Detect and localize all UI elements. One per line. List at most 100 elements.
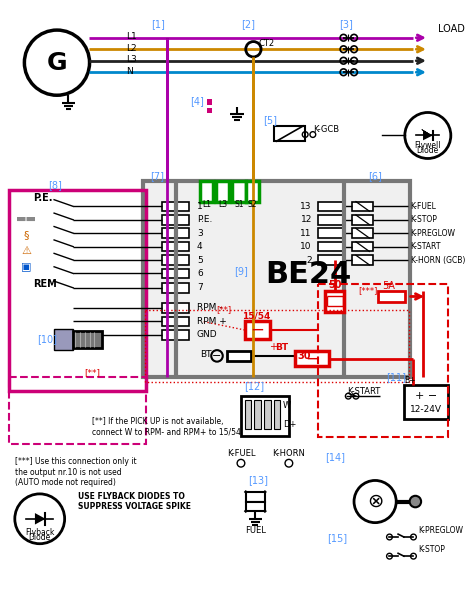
Text: 12: 12 [301,215,312,224]
Text: [**]: [**] [84,368,100,376]
Bar [352,202,373,211]
Text: P.E.: P.E. [197,215,212,224]
Bar [295,351,329,367]
Text: USE FLYBACK DIODES TO
SUPPRESS VOLTAGE SPIKE: USE FLYBACK DIODES TO SUPPRESS VOLTAGE S… [78,492,191,511]
Text: [***]: [***] [358,286,377,295]
Bar [255,400,261,429]
Text: [15]: [15] [327,533,347,543]
Text: K-HORN (GCB): K-HORN (GCB) [410,256,465,264]
Text: 3: 3 [197,229,202,238]
Text: 7: 7 [197,284,202,292]
Text: −: − [250,321,264,339]
Bar [352,255,373,265]
Text: K-START: K-START [347,387,380,396]
Text: K-FUEL: K-FUEL [227,449,255,458]
Text: REM: REM [33,279,57,289]
Bar [163,215,189,224]
Text: ⊗: ⊗ [367,492,383,511]
Bar [163,283,189,293]
Bar [318,202,345,211]
Text: 2: 2 [306,256,312,264]
Text: [8]: [8] [48,180,62,190]
Text: §: § [24,230,29,240]
Text: Diode: Diode [28,533,51,542]
Text: 15/54: 15/54 [242,311,271,320]
Text: −: − [305,350,319,368]
Bar [404,384,448,419]
Bar [273,400,280,429]
Text: P.E.: P.E. [33,192,53,203]
Bar [318,255,345,265]
Text: [5]: [5] [263,115,277,125]
Bar [208,99,212,105]
Bar [145,310,409,382]
Text: [2]: [2] [242,19,255,30]
Bar [232,181,246,202]
Text: ⚠: ⚠ [21,247,31,256]
Text: N: N [126,67,133,76]
Bar [352,242,373,252]
Text: 1: 1 [197,202,202,211]
Bar [163,228,189,238]
Text: B+: B+ [404,376,415,386]
Text: L1: L1 [202,200,211,209]
Text: BT: BT [200,351,211,359]
Text: Flywell: Flywell [415,141,441,149]
Text: D+: D+ [283,421,297,429]
Text: S1: S1 [234,200,244,209]
Bar [163,317,189,326]
Bar [163,330,189,339]
Text: 10: 10 [301,242,312,251]
Text: [***] Use this connection only it
the output nr.10 is not used
(AUTO mode not re: [***] Use this connection only it the ou… [15,458,137,487]
Bar [352,228,373,238]
Text: [10]: [10] [37,334,57,344]
Bar [245,400,252,429]
Polygon shape [35,513,46,525]
Text: RPM +: RPM + [197,317,227,326]
Text: 12-24V: 12-24V [410,405,442,414]
Text: K-STOP: K-STOP [410,215,438,224]
Bar [318,242,345,252]
Bar [208,108,212,113]
Text: RPM -: RPM - [197,303,222,312]
Text: BE24: BE24 [265,260,352,289]
Text: 13: 13 [301,202,312,211]
Text: BT: BT [274,343,288,352]
Text: [14]: [14] [325,453,345,462]
Text: 6: 6 [197,269,202,278]
Text: Diode: Diode [417,146,439,156]
Text: 50: 50 [328,280,342,290]
Text: 5: 5 [197,256,202,264]
Text: K-PREGLOW: K-PREGLOW [410,229,456,238]
Text: + −: + − [415,391,437,401]
Text: K-START: K-START [410,242,441,251]
Text: [3]: [3] [339,19,353,30]
Text: 11: 11 [301,229,312,238]
Bar [200,181,213,202]
Text: L1: L1 [126,32,137,41]
Text: ▣: ▣ [21,263,32,272]
Bar [378,291,405,302]
Bar [163,202,189,211]
Text: 5A: 5A [382,281,395,291]
Text: [11]: [11] [386,372,406,382]
Text: ▬▬: ▬▬ [16,214,37,224]
Bar [143,181,410,377]
Bar [216,181,229,202]
Text: G: G [46,50,67,74]
Text: 30: 30 [298,351,311,361]
Text: [6]: [6] [368,171,382,181]
Bar [318,228,345,238]
Bar [264,400,271,429]
Bar [9,190,146,391]
Text: 4: 4 [197,242,202,251]
Bar [325,291,345,312]
Text: [1]: [1] [151,19,164,30]
Bar [246,492,265,502]
Text: W: W [283,401,292,410]
Bar [73,331,102,348]
Bar [9,377,146,444]
Text: K-STOP: K-STOP [418,545,445,554]
Text: K-PREGLOW: K-PREGLOW [418,526,463,535]
Bar [163,269,189,278]
